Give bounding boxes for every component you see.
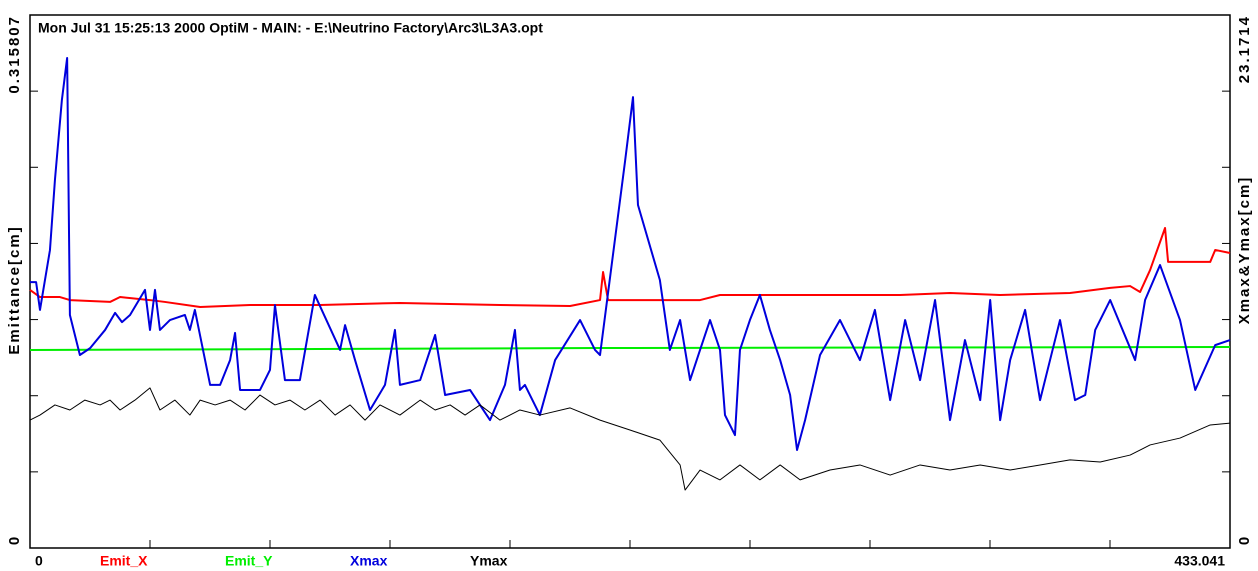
legend-entry: Ymax	[470, 553, 508, 569]
series-line	[29, 345, 1231, 352]
y-tick-label: 0.315807	[6, 15, 23, 94]
series-line	[29, 387, 1231, 491]
y-axis-title: Emittance[cm]	[6, 225, 23, 354]
y2-axis-title: Xmax&Ymax[cm]	[1236, 176, 1253, 325]
x-tick-label: 0	[35, 553, 43, 569]
y2-tick-label: 23.1714	[1236, 15, 1253, 83]
plot-frame	[29, 14, 1231, 549]
legend-entry: Emit_X	[100, 553, 148, 569]
x-tick-label: 433.041	[1174, 553, 1225, 569]
legend-entry: Xmax	[350, 553, 388, 569]
y-tick-label: 0	[6, 535, 23, 545]
y2-tick-label: 0	[1236, 535, 1253, 545]
chart-title: Mon Jul 31 15:25:13 2000 OptiM - MAIN: -…	[38, 20, 543, 36]
series-line	[30, 57, 1231, 452]
series-line	[29, 227, 1231, 308]
legend-entry: Emit_Y	[225, 553, 273, 569]
